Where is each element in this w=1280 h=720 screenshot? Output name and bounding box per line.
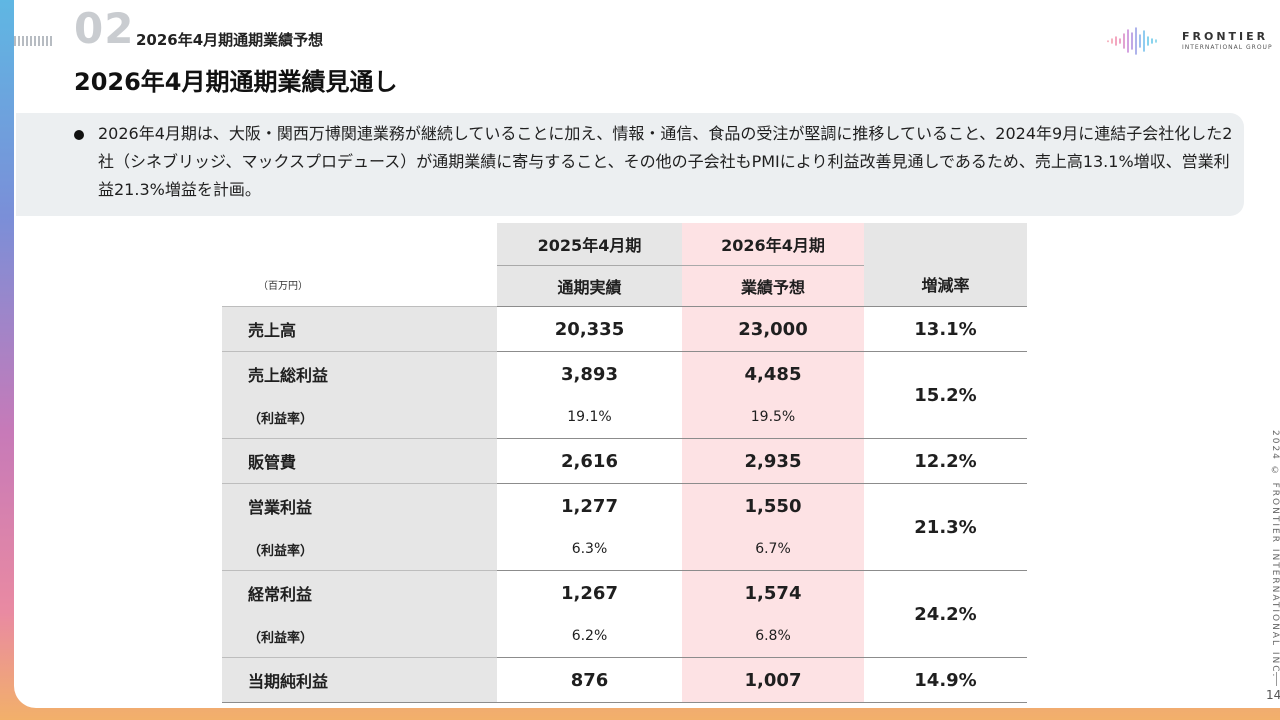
rate-cell: 14.9% xyxy=(864,657,1027,703)
value-cell: 1,277 xyxy=(497,483,682,528)
frontier-logo-icon xyxy=(1107,27,1157,55)
row-label: 販管費 xyxy=(222,438,497,484)
margin-cell: 19.5% xyxy=(682,396,864,439)
logo-sub-text: INTERNATIONAL GROUP xyxy=(1182,44,1273,51)
row-label: 売上高 xyxy=(222,306,497,352)
row-label: 営業利益 xyxy=(222,483,497,528)
rate-cell: 13.1% xyxy=(864,306,1027,352)
bullet-icon xyxy=(74,130,84,140)
row-label: 当期純利益 xyxy=(222,657,497,703)
rate-cell: 24.2% xyxy=(864,570,1027,658)
page-number: 14 xyxy=(1266,688,1280,702)
value-cell: 3,893 xyxy=(497,351,682,396)
value-cell: 1,267 xyxy=(497,570,682,615)
section-title: 2026年4月期通期業績予想 xyxy=(136,31,324,49)
table-row: 当期純利益 876 1,007 14.9% xyxy=(222,657,1027,703)
logo-main-text: FRONTIER xyxy=(1182,30,1269,43)
margin-row: （利益率） 6.2% 6.8% xyxy=(222,615,1027,658)
value-cell: 2,935 xyxy=(682,438,864,484)
margin-label: （利益率） xyxy=(222,615,497,658)
margin-cell: 19.1% xyxy=(567,409,612,425)
value-cell: 23,000 xyxy=(682,306,864,352)
margin-cell: 6.7% xyxy=(682,528,864,571)
year1-header: 2025年4月期 xyxy=(497,223,682,266)
margin-label: （利益率） xyxy=(222,396,497,439)
margin-cell: 6.3% xyxy=(571,541,608,557)
table-row: 営業利益 1,277 1,550 21.3% xyxy=(222,483,1027,571)
row-label: 売上総利益 xyxy=(222,351,497,396)
rate-cell: 21.3% xyxy=(864,483,1027,571)
value-cell: 20,335 xyxy=(497,306,682,352)
slide-page: 02 2026年4月期通期業績予想 2026年4月期通期業績見通し FRONTI… xyxy=(14,0,1280,708)
table-header-row: 2025年4月期 2026年4月期 増減率 xyxy=(222,223,1027,307)
value-cell: 876 xyxy=(497,657,682,703)
summary-text: 2026年4月期は、大阪・関西万博関連業務が継続していることに加え、情報・通信、… xyxy=(98,124,1233,199)
summary-box xyxy=(16,113,1244,216)
table-row: 販管費 2,616 2,935 12.2% xyxy=(222,438,1027,484)
year2-header: 2026年4月期 xyxy=(682,223,864,266)
copyright-text: 2024 © FRONTIER INTERNATIONAL INC. xyxy=(1270,430,1280,679)
margin-cell: 6.2% xyxy=(571,628,608,644)
margin-label: （利益率） xyxy=(222,528,497,571)
table-row: 経常利益 1,267 1,574 24.2% xyxy=(222,570,1027,658)
table-row: 売上高 20,335 23,000 13.1% xyxy=(222,306,1027,352)
year1-subheader: 通期実績 xyxy=(497,265,682,307)
decorative-ticks xyxy=(14,36,54,46)
margin-row: （利益率） 19.1% 19.5% xyxy=(222,396,1027,439)
page-title: 2026年4月期通期業績見通し xyxy=(74,68,398,96)
rate-cell: 15.2% xyxy=(864,351,1027,439)
year2-subheader: 業績予想 xyxy=(682,265,864,307)
table-subheader-row: 通期実績 業績予想 xyxy=(222,265,1027,307)
row-label: 経常利益 xyxy=(222,570,497,615)
margin-row: （利益率） 6.3% 6.7% xyxy=(222,528,1027,571)
section-number: 02 xyxy=(74,4,135,53)
value-cell: 1,574 xyxy=(682,570,864,615)
unit-label: （百万円） xyxy=(258,281,308,292)
rate-header: 増減率 xyxy=(864,223,1027,307)
value-cell: 2,616 xyxy=(497,438,682,484)
table-row: 売上総利益 3,893 4,485 15.2% xyxy=(222,351,1027,439)
value-cell: 1,550 xyxy=(682,483,864,528)
forecast-table: 2025年4月期 2026年4月期 増減率 通期実績 業績予想 売上高 20,3… xyxy=(222,223,1027,703)
footer-divider xyxy=(1276,672,1277,686)
logo-wordmark: FRONTIER INTERNATIONAL GROUP xyxy=(1182,30,1273,51)
rate-cell: 12.2% xyxy=(864,438,1027,484)
value-cell: 1,007 xyxy=(682,657,864,703)
value-cell: 4,485 xyxy=(682,351,864,396)
margin-cell: 6.8% xyxy=(682,615,864,658)
